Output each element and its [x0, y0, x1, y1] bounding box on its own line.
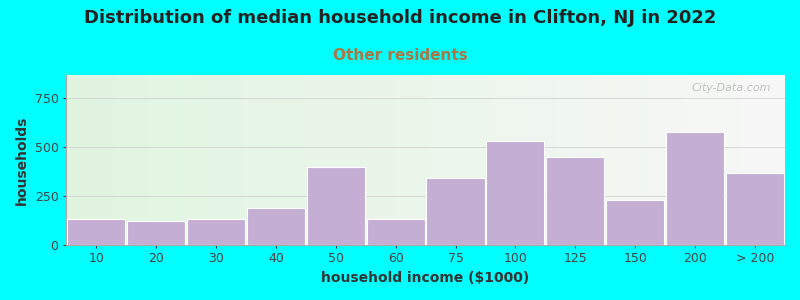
Bar	[246, 208, 305, 245]
Bar	[67, 219, 125, 245]
Bar	[726, 172, 784, 245]
Bar	[187, 219, 245, 245]
Bar	[366, 219, 425, 245]
Bar	[426, 178, 485, 245]
Bar	[606, 200, 664, 245]
Text: City-Data.com: City-Data.com	[691, 83, 770, 94]
Bar	[486, 141, 545, 245]
X-axis label: household income ($1000): household income ($1000)	[322, 271, 530, 285]
Y-axis label: households: households	[15, 115, 29, 205]
Bar	[546, 157, 605, 245]
Bar	[306, 167, 365, 245]
Text: Distribution of median household income in Clifton, NJ in 2022: Distribution of median household income …	[84, 9, 716, 27]
Text: Other residents: Other residents	[333, 48, 467, 63]
Bar	[666, 132, 724, 245]
Bar	[127, 221, 185, 245]
